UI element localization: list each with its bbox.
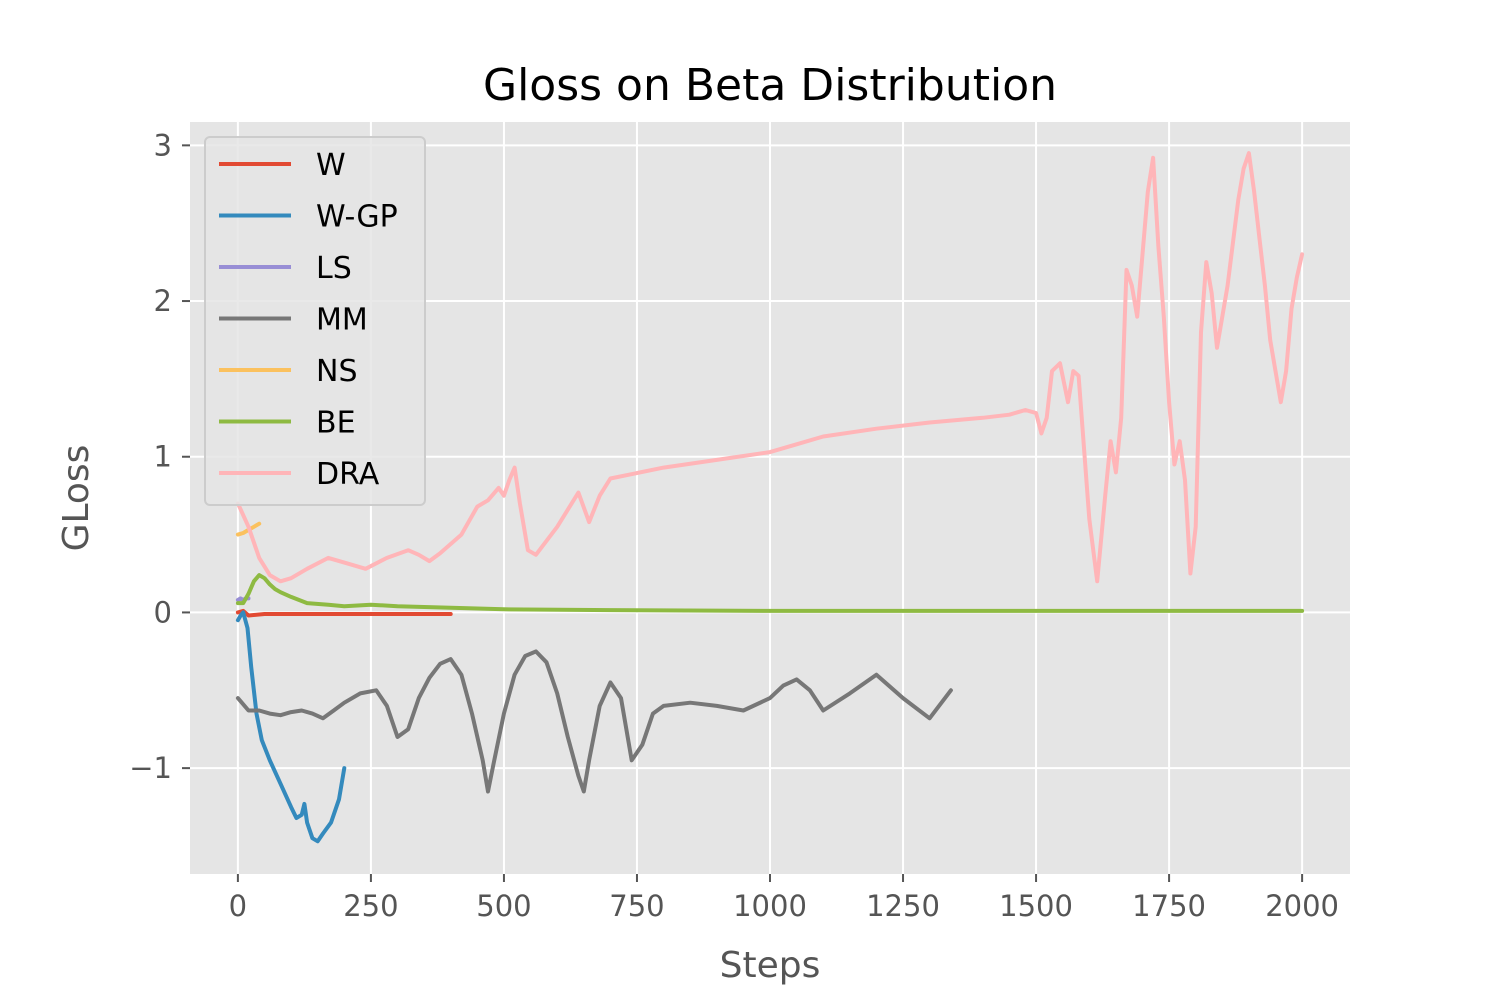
x-tick-label: 0 (229, 889, 247, 923)
legend-label: LS (316, 251, 352, 286)
x-tick-label: 2000 (1265, 889, 1339, 923)
legend: W W-GP LS MM NS BE DRA (204, 136, 426, 506)
x-axis: 0 250 500 750 1000 1250 1500 1750 2000 (229, 874, 1339, 923)
y-axis: −1 0 1 2 3 (129, 128, 190, 785)
x-tick-label: 1750 (1132, 889, 1206, 923)
legend-label: MM (316, 303, 368, 338)
series-line-be (235, 573, 1305, 613)
x-tick-label: 750 (609, 889, 664, 923)
series-line-w-gp (235, 610, 347, 844)
y-tick-label: −1 (129, 751, 172, 785)
legend-label: W-GP (316, 200, 398, 235)
series-layer (235, 151, 1305, 844)
x-tick-label: 1500 (999, 889, 1073, 923)
series-line-dra (235, 151, 1305, 584)
legend-label: DRA (316, 457, 380, 492)
y-tick-label: 0 (154, 595, 172, 629)
legend-box (204, 136, 426, 506)
series-line-w (235, 608, 453, 618)
y-axis-label: GLoss (56, 445, 97, 552)
x-tick-label: 1000 (733, 889, 807, 923)
legend-label: W (316, 148, 346, 183)
series-line-mm (235, 649, 953, 794)
x-tick-label: 500 (476, 889, 531, 923)
x-tick-label: 1250 (866, 889, 940, 923)
x-tick-label: 250 (343, 889, 398, 923)
y-tick-label: 2 (154, 284, 172, 318)
y-tick-label: 3 (154, 128, 172, 162)
chart-title: Gloss on Beta Distribution (483, 60, 1057, 111)
legend-label: BE (316, 406, 356, 441)
y-tick-label: 1 (154, 440, 172, 474)
x-axis-label: Steps (720, 945, 821, 986)
legend-label: NS (316, 354, 357, 389)
